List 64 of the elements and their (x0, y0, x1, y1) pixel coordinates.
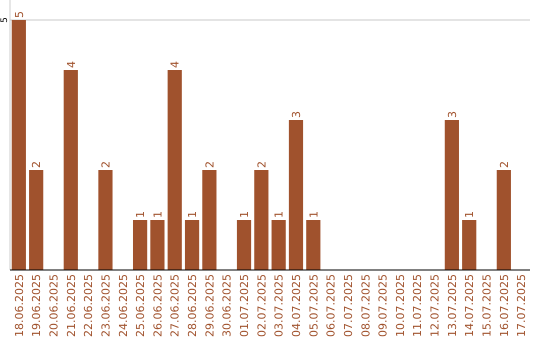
x-tick-label: 21.06.2025 (64, 274, 78, 337)
x-tick-label: 24.06.2025 (116, 274, 130, 337)
data-label: 1 (272, 211, 286, 218)
data-label: 2 (99, 161, 112, 168)
bar (168, 70, 182, 270)
x-tick-label: 27.06.2025 (168, 274, 182, 337)
data-label: 4 (64, 61, 78, 68)
bar (444, 120, 459, 270)
x-tick-label: 25.06.2025 (134, 274, 148, 337)
x-tick-label: 07.07.2025 (342, 274, 355, 337)
x-tick-label: 26.06.2025 (151, 274, 164, 337)
x-tick-label: 15.07.2025 (480, 274, 494, 337)
x-tick-label: 22.06.2025 (82, 274, 96, 337)
data-label: 1 (151, 211, 164, 218)
x-tick-label: 01.07.2025 (238, 274, 252, 337)
x-tick-label: 16.07.2025 (498, 274, 511, 337)
bar (184, 220, 200, 270)
x-tick-label: 20.06.2025 (47, 274, 60, 337)
x-tick-label: 02.07.2025 (255, 274, 268, 337)
data-label: 2 (255, 161, 268, 168)
bar (462, 220, 476, 270)
x-tick-label: 08.07.2025 (359, 274, 372, 337)
data-label: 1 (463, 211, 476, 218)
x-tick-label: 14.07.2025 (463, 274, 476, 337)
bar (496, 170, 511, 270)
x-tick-label: 11.07.2025 (411, 274, 424, 337)
bar (29, 170, 44, 270)
data-label: 3 (290, 111, 303, 118)
bar (288, 120, 304, 270)
data-label: 1 (307, 211, 320, 218)
x-tick-label: 04.07.2025 (290, 274, 303, 337)
bar (236, 220, 252, 270)
data-label: 2 (203, 161, 216, 168)
data-label: 4 (168, 61, 182, 68)
x-tick-label: 09.07.2025 (376, 274, 390, 337)
x-tick-label: 18.06.2025 (12, 274, 26, 337)
data-label: 1 (238, 211, 252, 218)
x-tick-label: 03.07.2025 (272, 274, 286, 337)
bar (150, 220, 165, 270)
x-tick-label: 19.06.2025 (30, 274, 44, 337)
x-tick-label: 17.07.2025 (515, 274, 528, 337)
data-label: 2 (498, 161, 511, 168)
data-label: 1 (134, 211, 148, 218)
data-label: 5 (0, 17, 10, 23)
x-tick-label: 23.06.2025 (99, 274, 112, 337)
data-label: 3 (446, 111, 459, 118)
x-tick-label: 06.07.2025 (324, 274, 338, 337)
x-tick-label: 29.06.2025 (203, 274, 216, 337)
bar (132, 220, 148, 270)
x-tick-label: 28.06.2025 (186, 274, 200, 337)
x-tick-label: 10.07.2025 (394, 274, 407, 337)
bar (202, 170, 216, 270)
data-label: 1 (186, 211, 200, 218)
bar (12, 20, 26, 270)
data-label: 2 (30, 161, 44, 168)
x-tick-label: 12.07.2025 (428, 274, 442, 337)
bar (64, 70, 78, 270)
bar (272, 220, 286, 270)
x-tick-label: 13.07.2025 (446, 274, 459, 337)
bar (254, 170, 268, 270)
bar (98, 170, 113, 270)
x-tick-label: 05.07.2025 (307, 274, 320, 337)
bar (306, 220, 320, 270)
x-tick-label: 30.06.2025 (220, 274, 234, 337)
